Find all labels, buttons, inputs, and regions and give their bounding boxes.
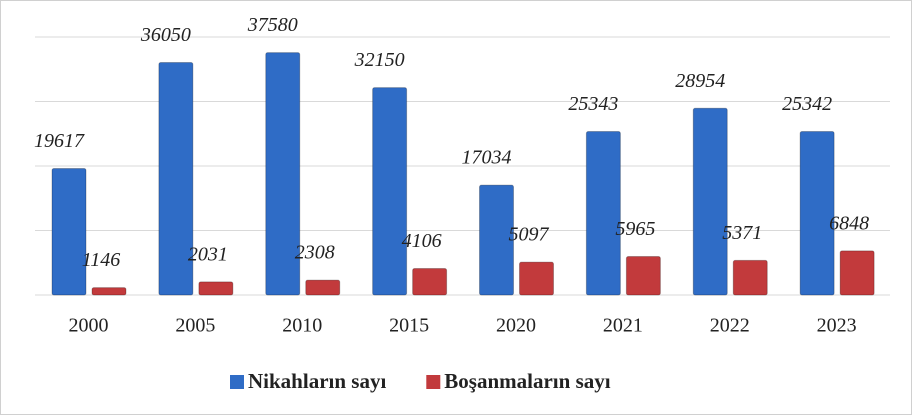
bar: [51, 167, 87, 296]
value-label: 28954: [675, 70, 725, 92]
x-tick-label: 2000: [68, 315, 108, 337]
value-label: 5097: [509, 224, 550, 246]
x-tick-label: 2005: [175, 315, 215, 337]
value-label: 1146: [82, 249, 121, 271]
value-label: 17034: [462, 147, 512, 169]
x-tick-label: 2015: [389, 315, 429, 337]
value-label: 5371: [722, 222, 762, 244]
bar: [265, 52, 301, 296]
bar: [732, 259, 768, 296]
value-label: 32150: [354, 49, 405, 71]
x-tick-label: 2022: [710, 315, 750, 337]
bar: [479, 184, 514, 296]
value-label: 2031: [188, 243, 228, 265]
bar: [625, 256, 661, 296]
value-label: 37580: [247, 14, 298, 36]
value-label: 25342: [782, 93, 832, 115]
value-label: 19617: [34, 130, 85, 152]
bar: [519, 261, 554, 296]
value-label: 5965: [615, 218, 655, 240]
bar: [839, 250, 875, 296]
value-label: 25343: [568, 93, 618, 115]
value-label: 6848: [829, 212, 869, 234]
legend-label: Boşanmaların sayı: [444, 369, 610, 393]
legend-label: Nikahların sayı: [248, 369, 386, 393]
value-label: 36050: [140, 24, 191, 46]
bar: [372, 87, 408, 296]
value-label: 4106: [402, 230, 442, 252]
legend-swatch: [230, 375, 244, 389]
bar: [412, 268, 448, 296]
bar: [692, 107, 728, 296]
x-tick-label: 2023: [817, 315, 857, 337]
x-tick-label: 2021: [603, 315, 643, 337]
x-tick-label: 2010: [282, 315, 322, 337]
legend-swatch: [426, 375, 441, 389]
bar: [305, 279, 341, 296]
x-tick-label: 2020: [496, 315, 536, 337]
bar: [198, 281, 234, 296]
bar: [91, 287, 127, 296]
bar: [158, 61, 194, 296]
value-label: 2308: [295, 242, 335, 264]
bar: [585, 131, 621, 296]
bar: [799, 131, 835, 296]
